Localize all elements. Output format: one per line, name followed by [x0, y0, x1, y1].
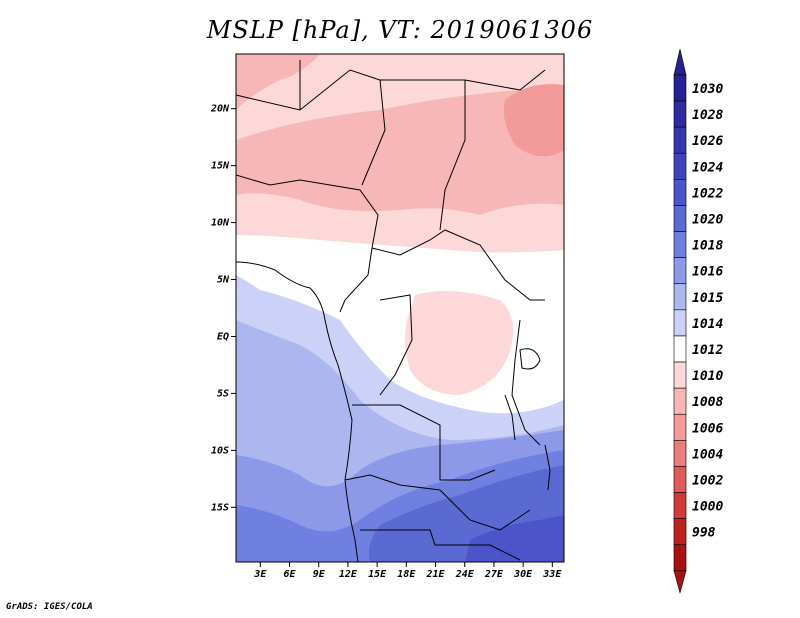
y-tick-label: 15N: [211, 161, 230, 172]
colorbar-swatch: [673, 413, 687, 441]
x-tick-label: 15E: [368, 569, 387, 580]
colorbar-max-extend: [673, 48, 687, 76]
border-north-3: [380, 79, 466, 231]
lake-tanganyika: [504, 394, 516, 441]
x-axis: 3E 6E 9E 12E 15E 18E 21E 24E 27E 30E 33E: [253, 562, 562, 580]
colorbar-swatch: [673, 466, 687, 493]
y-tick-label: 5N: [217, 275, 230, 286]
colorbar-swatch: [673, 283, 687, 311]
border-angola: [352, 404, 496, 481]
colorbar-swatch: [673, 179, 687, 206]
border-chad: [371, 229, 545, 301]
pressure-field: [236, 54, 564, 562]
colorbar-swatch: [673, 387, 687, 415]
field-1010-nw: [236, 54, 320, 110]
x-tick-label: 6E: [284, 569, 297, 580]
field-1008-sudan: [503, 84, 564, 157]
colorbar-label: 1012: [692, 343, 723, 358]
colorbar-label: 1018: [692, 239, 723, 254]
chart-title: MSLP [hPa], VT: 2019061306: [206, 16, 594, 44]
colorbar-swatch: [673, 205, 687, 232]
colorbar-swatch: [673, 309, 687, 337]
x-tick-label: 3E: [253, 569, 267, 580]
x-tick-label: 9E: [313, 569, 326, 580]
lake-victoria: [519, 348, 541, 370]
y-axis: 20N 15N 10N 5N EQ 5S 10S 15S: [210, 104, 236, 513]
map-borders: [236, 60, 551, 562]
border-north-4: [464, 69, 546, 91]
colorbar-swatch: [673, 361, 687, 389]
y-tick-label: 10S: [211, 445, 229, 456]
colorbar-min-extend: [673, 570, 687, 594]
border-south: [360, 529, 521, 561]
colorbar-swatch: [673, 492, 687, 519]
colorbar-label: 1002: [692, 474, 723, 489]
colorbar-label: 1024: [692, 160, 723, 175]
colorbar-label: 1022: [692, 186, 723, 201]
colorbar-swatch: [673, 74, 687, 102]
x-tick-label: 24E: [455, 569, 475, 580]
x-tick-label: 27E: [484, 569, 504, 580]
x-tick-label: 33E: [542, 569, 562, 580]
border-zambia: [439, 489, 531, 531]
y-tick-label: 20N: [210, 104, 230, 115]
colorbar-swatch: [673, 335, 687, 363]
y-tick-label: EQ: [217, 331, 229, 342]
map-frame: [235, 53, 565, 563]
colorbar-label: 1016: [692, 265, 723, 280]
colorbar-label: 1008: [692, 395, 723, 410]
colorbar-label: 1004: [692, 447, 723, 462]
colorbar-label: 998: [692, 526, 716, 541]
border-congo: [379, 294, 413, 396]
colorbar-label: 1026: [692, 134, 723, 149]
border-namibia: [344, 474, 441, 491]
x-tick-label: 30E: [513, 569, 533, 580]
colorbar-swatch: [673, 440, 687, 467]
y-tick-label: 15S: [211, 502, 229, 513]
y-tick-label: 5S: [217, 388, 229, 399]
field-1015: [236, 275, 564, 440]
colorbar-swatch: [673, 518, 687, 546]
lake-malawi: [544, 444, 551, 491]
colorbar-label: 1020: [692, 213, 723, 228]
field-1024: [465, 515, 564, 562]
colorbar-label: 1030: [692, 82, 723, 97]
colorbar-swatch: [673, 152, 687, 180]
colorbar-swatch: [673, 257, 687, 285]
border-north-1: [236, 69, 386, 186]
x-tick-label: 21E: [425, 569, 445, 580]
field-1012-sahel-s: [236, 193, 564, 253]
colorbar-label: 1010: [692, 369, 723, 384]
x-tick-label: 12E: [339, 569, 358, 580]
colorbar-label: 1028: [692, 108, 723, 123]
grads-credit: GrADS: IGES/COLA: [6, 602, 93, 612]
colorbar-label: 1014: [692, 317, 723, 332]
colorbar-label: 1015: [692, 291, 723, 306]
border-cameroon: [339, 247, 373, 313]
y-tick-label: 10N: [211, 218, 230, 229]
colorbar-swatch: [673, 100, 687, 128]
border-sahel: [236, 174, 379, 249]
border-drc-east: [511, 319, 541, 446]
colorbar-swatch: [673, 231, 687, 258]
colorbar-swatch: [673, 544, 687, 572]
colorbar: 1030 1028 1026 1024 1022 1020 1018 1016 1015 1014…: [673, 48, 723, 594]
x-tick-label: 18E: [397, 569, 416, 580]
colorbar-swatch: [673, 126, 687, 154]
colorbar-label: 1000: [692, 500, 723, 515]
field-1012-congo: [405, 291, 514, 395]
colorbar-label: 1006: [692, 421, 723, 436]
